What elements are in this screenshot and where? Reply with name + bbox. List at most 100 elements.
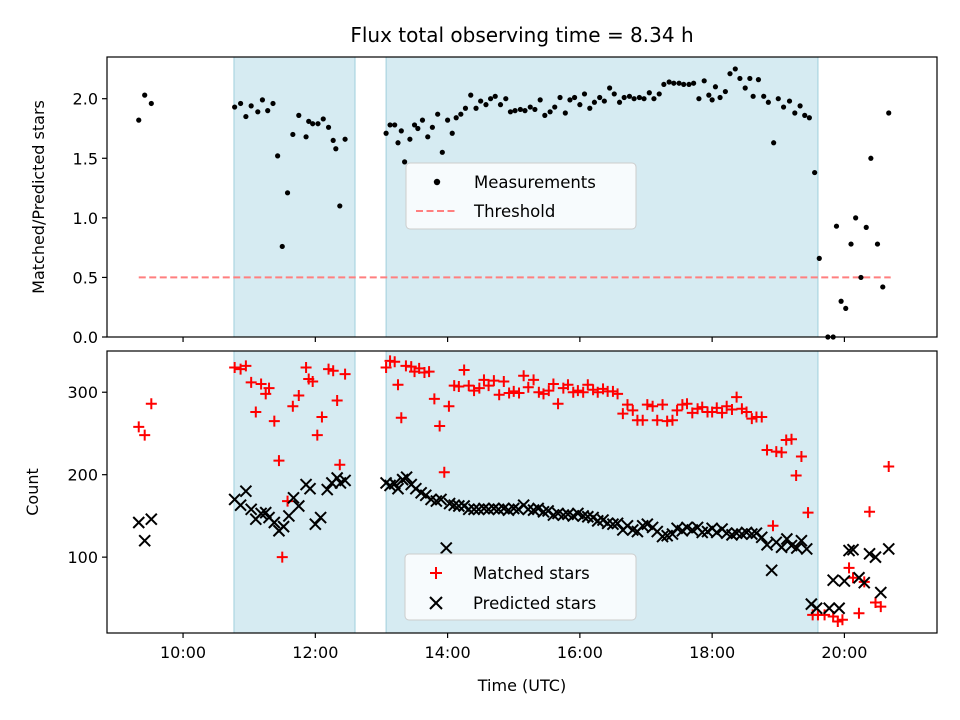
matched-star-point bbox=[339, 368, 351, 380]
matched-star-point bbox=[240, 360, 252, 372]
measurement-point bbox=[497, 102, 504, 108]
predicted-star-point bbox=[822, 602, 836, 615]
predicted-star-point bbox=[507, 502, 520, 515]
measurement-point bbox=[727, 71, 733, 77]
measurement-point bbox=[259, 97, 266, 103]
measurement-point bbox=[717, 94, 723, 101]
x-tick-label: 18:00 bbox=[689, 643, 735, 662]
measurement-point bbox=[517, 106, 523, 113]
predicted-star-point bbox=[846, 543, 860, 556]
predicted-star-point bbox=[314, 511, 327, 524]
x-axis-label: Time (UTC) bbox=[477, 676, 566, 695]
matched-star-point bbox=[245, 376, 257, 388]
matched-star-point bbox=[300, 361, 312, 373]
measurement-point bbox=[503, 96, 509, 102]
matched-star-point bbox=[458, 364, 470, 376]
measurement-point bbox=[706, 92, 712, 98]
measurement-point bbox=[142, 92, 148, 98]
matched-star-point bbox=[543, 385, 555, 397]
matched-star-point bbox=[696, 401, 708, 413]
measurement-point bbox=[478, 98, 484, 104]
matched-star-point bbox=[577, 386, 589, 398]
matched-star-point bbox=[508, 385, 520, 397]
measurement-point bbox=[843, 305, 849, 312]
predicted-star-point bbox=[869, 550, 882, 564]
chart-title: Flux total observing time = 8.34 h bbox=[350, 23, 693, 47]
top-panel: 0.00.51.01.52.0 Matched/Predicted stars … bbox=[29, 56, 938, 347]
matched-star-point bbox=[380, 361, 392, 373]
predicted-star-point bbox=[858, 576, 871, 589]
matched-star-point bbox=[547, 378, 559, 390]
predicted-star-point bbox=[268, 516, 281, 529]
matched-star-point bbox=[438, 466, 450, 478]
measurement-point bbox=[444, 117, 451, 123]
measurement-point bbox=[512, 108, 518, 114]
measurement-point bbox=[383, 130, 389, 136]
matched-star-point bbox=[327, 365, 339, 377]
shaded-interval bbox=[233, 350, 356, 634]
matched-star-point bbox=[657, 399, 669, 411]
measurement-point bbox=[656, 91, 662, 97]
matched-star-point bbox=[478, 374, 490, 386]
matched-star-point bbox=[617, 408, 629, 420]
predicted-star-point bbox=[826, 574, 840, 587]
matched-star-point bbox=[651, 414, 663, 426]
measurement-point bbox=[880, 284, 886, 290]
measurement-point bbox=[651, 96, 657, 102]
measurement-point bbox=[666, 79, 672, 85]
predicted-star-point bbox=[138, 534, 151, 547]
predicted-star-point bbox=[303, 482, 317, 495]
matched-star-point bbox=[260, 388, 272, 400]
measurement-point bbox=[742, 85, 748, 91]
matched-star-point bbox=[864, 506, 876, 518]
matched-star-point bbox=[883, 460, 895, 472]
measurement-point bbox=[886, 110, 892, 116]
measurement-point bbox=[732, 66, 738, 72]
bottom-panel: 10:00 12:00 14:00 16:00 18:00 20:00 100 200 300… bbox=[23, 350, 938, 695]
matched-star-point bbox=[334, 459, 346, 471]
predicted-star-point bbox=[391, 482, 405, 495]
measurement-point bbox=[591, 99, 598, 105]
predicted-star-point bbox=[863, 547, 876, 561]
measurement-point bbox=[802, 112, 808, 118]
measurement-point bbox=[315, 121, 321, 127]
predicted-star-point bbox=[780, 532, 794, 546]
predicted-star-point bbox=[244, 503, 258, 516]
measurement-point bbox=[547, 109, 553, 115]
measurement-point bbox=[557, 94, 563, 101]
measurement-point bbox=[636, 94, 642, 101]
measurement-point bbox=[691, 80, 697, 86]
measurement-point bbox=[681, 81, 687, 88]
measurement-point bbox=[641, 96, 647, 102]
measurement-point bbox=[483, 102, 489, 108]
matched-star-point bbox=[145, 398, 157, 410]
matched-star-point bbox=[473, 382, 485, 394]
measurement-point bbox=[806, 115, 812, 121]
measurement-point bbox=[255, 109, 261, 115]
measurement-point bbox=[136, 117, 142, 123]
measurement-point bbox=[419, 117, 426, 123]
measurement-point bbox=[601, 98, 607, 104]
matched-star-point bbox=[711, 402, 723, 414]
matched-star-point bbox=[513, 387, 525, 399]
predicted-star-point bbox=[800, 542, 813, 556]
predicted-star-point bbox=[145, 513, 158, 526]
measurement-point bbox=[527, 104, 533, 110]
matched-star-point bbox=[263, 382, 275, 394]
matched-star-point bbox=[268, 415, 280, 427]
matched-star-point bbox=[287, 400, 299, 412]
matched-star-point bbox=[434, 420, 446, 432]
predicted-star-point bbox=[557, 508, 570, 522]
measurement-point bbox=[567, 97, 573, 103]
predicted-star-point bbox=[775, 541, 788, 554]
matched-star-point bbox=[795, 451, 807, 463]
measurement-point bbox=[265, 108, 271, 114]
matched-star-point bbox=[428, 393, 440, 405]
y-tick-label: 1.0 bbox=[73, 209, 98, 228]
top-y-ticks: 0.0 0.5 1.0 1.5 2.0 bbox=[73, 90, 107, 347]
measurement-point bbox=[507, 109, 514, 115]
top-x-ticks bbox=[182, 337, 846, 342]
measurement-point bbox=[577, 102, 583, 108]
predicted-star-point bbox=[277, 520, 290, 533]
